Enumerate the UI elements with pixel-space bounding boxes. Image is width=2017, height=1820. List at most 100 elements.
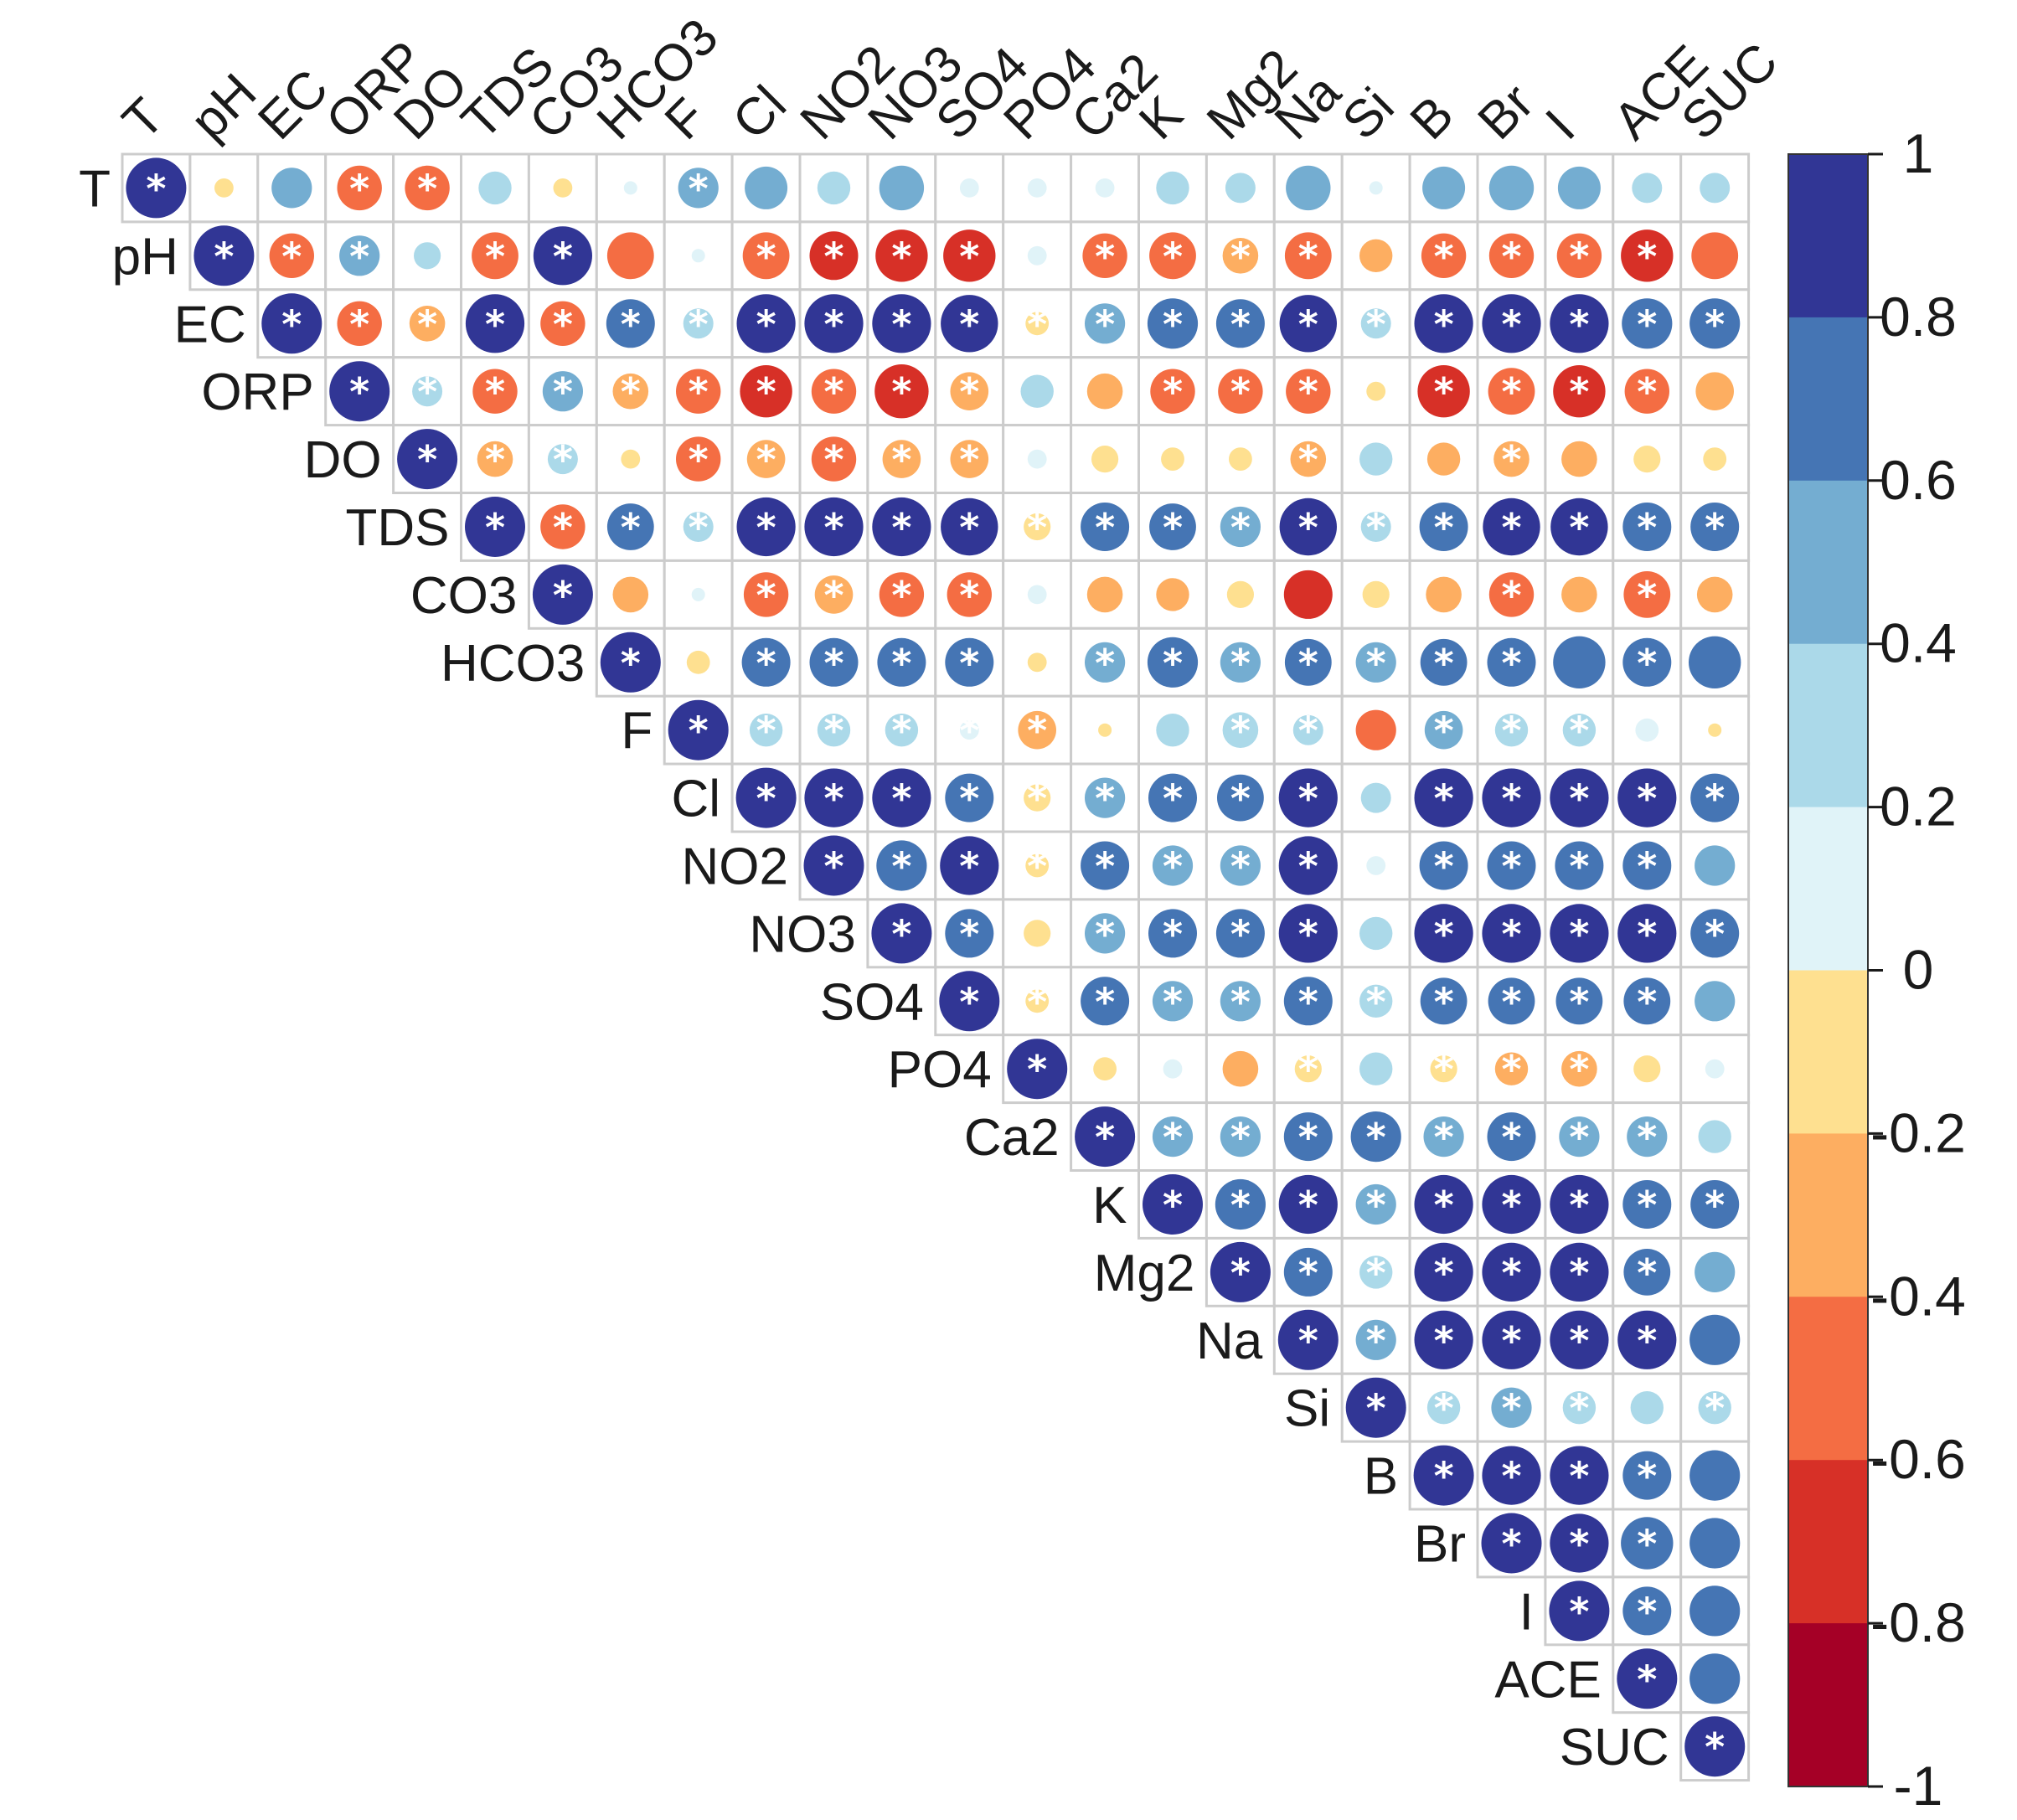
circle-SUC-SUC <box>1684 1716 1746 1777</box>
circle-Ca2-B <box>1423 1116 1464 1157</box>
signif-marker-Si-Si: * <box>1366 1386 1386 1431</box>
signif-marker-EC-Br: * <box>1501 302 1521 347</box>
circle-PO4-I <box>1561 1050 1597 1087</box>
circle-TDS-Na <box>1279 498 1338 556</box>
circle-HCO3-Ca2 <box>1085 642 1126 683</box>
signif-marker-NO3-NO3: * <box>891 911 911 956</box>
circle-Na-Br <box>1482 1310 1541 1369</box>
circle-ORP-I <box>1553 365 1606 418</box>
circle-F-SO4 <box>959 720 979 740</box>
row-label-HCO3: HCO3 <box>441 635 585 693</box>
circle-T-DO <box>405 165 450 211</box>
circle-PO4-Si <box>1359 1052 1393 1085</box>
circle-F-Si <box>1355 709 1396 750</box>
circle-NO2-ACE <box>1622 841 1672 890</box>
circle-Na-B <box>1414 1310 1473 1369</box>
circle-CO3-F <box>691 587 705 601</box>
signif-marker-Na-B: * <box>1434 1318 1454 1364</box>
colorbar-tick-label-0: 1 <box>1903 122 1934 184</box>
signif-marker-EC-K: * <box>1163 302 1183 347</box>
signif-marker-EC-EC: * <box>281 302 302 347</box>
circle-B-ACE <box>1622 1451 1672 1500</box>
circle-Mg2-ACE <box>1623 1249 1671 1296</box>
circle-Ca2-SUC <box>1698 1120 1731 1153</box>
signif-marker-Ca2-ACE: * <box>1637 1115 1657 1160</box>
signif-marker-TDS-F: * <box>689 505 709 550</box>
signif-marker-K-SUC: * <box>1705 1183 1725 1228</box>
circle-K-SUC <box>1690 1180 1740 1229</box>
signif-marker-CO3-NO2: * <box>823 573 843 618</box>
signif-marker-EC-SO4: * <box>959 302 979 347</box>
circle-EC-I <box>1550 294 1609 353</box>
circle-pH-TDS <box>472 232 518 280</box>
circle-Cl-Si <box>1360 782 1391 813</box>
signif-marker-EC-Ca2: * <box>1095 302 1115 347</box>
signif-marker-Cl-B: * <box>1434 776 1454 822</box>
circle-SO4-Mg2 <box>1220 981 1261 1022</box>
signif-marker-pH-NO2: * <box>823 234 843 279</box>
circle-DO-DO <box>397 429 458 490</box>
signif-marker-ORP-TDS: * <box>485 369 505 415</box>
circle-Na-SUC <box>1689 1314 1741 1365</box>
circle-NO2-K <box>1152 845 1194 886</box>
circle-pH-HCO3 <box>606 232 654 280</box>
signif-marker-Cl-Br: * <box>1501 776 1521 822</box>
circle-Ca2-Br <box>1487 1112 1536 1162</box>
signif-marker-DO-F: * <box>689 437 709 482</box>
signif-marker-Ca2-K: * <box>1163 1115 1183 1160</box>
circle-T-NO3 <box>879 165 925 211</box>
circle-pH-ORP <box>339 235 380 276</box>
circle-HCO3-K <box>1147 637 1199 688</box>
signif-marker-Na-Si: * <box>1366 1318 1386 1364</box>
circle-Cl-ACE <box>1617 768 1677 828</box>
signif-marker-EC-I: * <box>1569 302 1589 347</box>
circle-TDS-Ca2 <box>1081 503 1130 551</box>
colorbar-bin-0 <box>1788 154 1868 318</box>
signif-marker-Ca2-Ca2: * <box>1095 1115 1115 1160</box>
circle-Cl-I <box>1550 768 1609 828</box>
row-label-Br: Br <box>1414 1516 1466 1574</box>
signif-marker-Ca2-Na: * <box>1298 1115 1318 1160</box>
circle-B-I <box>1550 1446 1609 1505</box>
circle-F-Cl <box>749 714 783 747</box>
signif-marker-NO2-NO2: * <box>823 844 843 889</box>
signif-marker-HCO3-HCO3: * <box>621 641 641 686</box>
circle-SO4-Ca2 <box>1081 977 1130 1026</box>
circle-EC-K <box>1147 298 1199 349</box>
signif-marker-TDS-SO4: * <box>959 505 979 550</box>
signif-marker-K-Na: * <box>1298 1183 1318 1228</box>
circle-I-ACE <box>1622 1586 1672 1636</box>
circle-SO4-Na <box>1283 977 1333 1026</box>
signif-marker-pH-I: * <box>1569 234 1589 279</box>
circle-T-HCO3 <box>623 181 637 195</box>
signif-marker-I-I: * <box>1569 1589 1589 1634</box>
circle-HCO3-HCO3 <box>600 632 661 693</box>
colorbar-bin-8 <box>1788 1460 1868 1624</box>
circle-CO3-B <box>1426 576 1462 613</box>
circle-Si-ACE <box>1630 1391 1664 1425</box>
circle-ORP-B <box>1417 365 1470 418</box>
row-label-NO2: NO2 <box>682 838 788 896</box>
signif-marker-CO3-SO4: * <box>959 573 979 618</box>
signif-marker-Ca2-Si: * <box>1366 1115 1386 1160</box>
signif-marker-Si-I: * <box>1569 1386 1589 1431</box>
signif-marker-TDS-ACE: * <box>1637 505 1657 550</box>
colorbar-tick-label-6: -0.2 <box>1870 1101 1966 1163</box>
circle-TDS-ACE <box>1622 503 1672 551</box>
signif-marker-DO-Cl: * <box>756 437 776 482</box>
circle-Mg2-Mg2 <box>1210 1241 1271 1302</box>
circle-DO-F <box>676 436 721 482</box>
colorbar-tick-label-10: -1 <box>1894 1755 1943 1817</box>
circle-F-Mg2 <box>1222 712 1259 748</box>
signif-marker-HCO3-NO2: * <box>823 641 843 686</box>
circle-NO3-SO4 <box>945 909 994 958</box>
circle-B-B <box>1413 1445 1474 1506</box>
circle-T-SO4 <box>959 178 979 198</box>
circle-TDS-NO2 <box>804 497 864 557</box>
circle-pH-Cl <box>742 232 790 280</box>
signif-marker-T-F: * <box>689 166 709 211</box>
circle-NO2-Br <box>1487 841 1536 890</box>
signif-marker-TDS-SUC: * <box>1705 505 1725 550</box>
signif-marker-Cl-NO2: * <box>823 776 843 822</box>
circle-NO2-PO4 <box>1025 853 1050 878</box>
